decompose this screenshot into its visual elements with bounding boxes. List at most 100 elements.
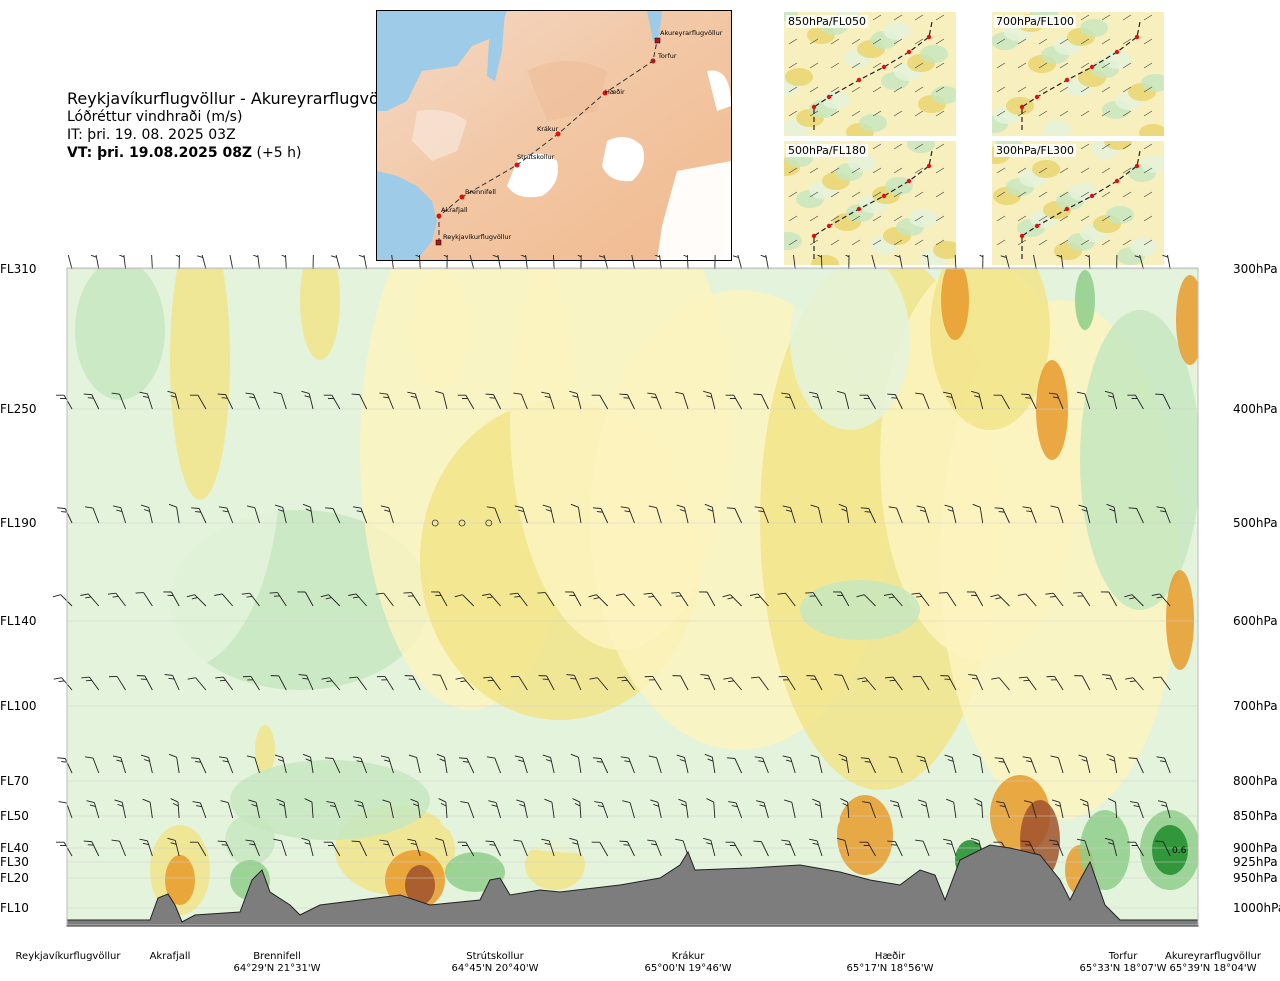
- wind-barb: [1021, 393, 1037, 410]
- mini-map-waypoint: [881, 64, 887, 70]
- wind-barb: [1078, 754, 1091, 774]
- wind-barb: [1032, 255, 1037, 270]
- mini-map-wind-barb: [1059, 239, 1069, 246]
- wind-barb: [167, 390, 180, 410]
- mini-map-wind-barb: [809, 62, 819, 69]
- wind-barb: [301, 390, 314, 410]
- mini-map-waypoint: [1019, 233, 1025, 239]
- mini-map-waypoint: [1064, 206, 1070, 212]
- mini-map-field-region: [885, 177, 913, 195]
- mini-map-wind-barb: [893, 143, 903, 150]
- pressure-level-label: 925hPa: [1233, 855, 1278, 869]
- mini-map-wind-barb: [1101, 191, 1111, 198]
- wind-barb: [570, 503, 582, 524]
- wind-barb: [325, 757, 341, 774]
- wind-barb: [592, 507, 609, 524]
- mini-map-wind-barb: [935, 143, 945, 150]
- wind-barb: [192, 801, 207, 819]
- mini-map-wind-barb: [1143, 191, 1153, 198]
- wind-barb: [407, 838, 421, 857]
- mini-map-wind-barb: [851, 239, 861, 246]
- wind-barb: [142, 798, 153, 819]
- wind-barb: [1127, 394, 1144, 410]
- mini-map-wind-barb: [1059, 38, 1069, 45]
- wind-barb: [592, 757, 609, 774]
- mini-map-wind-barb: [935, 14, 945, 21]
- mini-map-field-region: [859, 114, 887, 132]
- mini-map-waypoint: [811, 104, 817, 110]
- wind-barb: [297, 591, 314, 607]
- mini-map-wind-barb: [914, 239, 924, 246]
- wind-barb: [784, 799, 796, 819]
- wind-barb: [457, 841, 475, 857]
- mini-map-wind-barb: [830, 191, 840, 198]
- wind-barb: [252, 255, 260, 270]
- wind-barb: [750, 676, 769, 691]
- mini-map-waypoint: [1034, 94, 1040, 100]
- wind-barb: [435, 837, 448, 857]
- mini-map-wind-barb: [1038, 38, 1048, 45]
- mini-map-wind-barb: [893, 167, 903, 174]
- wind-barb: [676, 504, 689, 524]
- wind-barb: [922, 255, 930, 270]
- mini-map-field-region: [1106, 206, 1134, 224]
- wind-barb: [325, 507, 341, 524]
- wind-barb: [1124, 594, 1144, 607]
- mini-map-wind-barb: [996, 239, 1006, 246]
- mini-map-wind-barb: [1143, 38, 1153, 45]
- mini-map-300hpa: 300hPa/FL300: [992, 141, 1164, 265]
- wind-barb: [1076, 391, 1091, 410]
- mini-map-wind-barb: [893, 215, 903, 222]
- wind-barb: [351, 840, 368, 857]
- wind-barb: [304, 798, 314, 819]
- mini-map-wind-barb: [788, 167, 798, 174]
- valid-time: VT: þri. 19.08.2025 08Z (+5 h): [67, 144, 404, 162]
- wind-barb: [990, 594, 1010, 607]
- wind-barb: [85, 756, 100, 774]
- wind-barb: [298, 674, 314, 691]
- wind-barb: [1102, 674, 1118, 691]
- mini-map-waypoint: [856, 77, 862, 83]
- wind-barb: [174, 255, 180, 270]
- wind-contour-region: [790, 268, 910, 430]
- map-label-akureyri: Akureyrarflugvöllur: [660, 29, 723, 37]
- location-label: Brennifell 64°29'N 21°31'W: [234, 951, 321, 975]
- mini-map-wind-barb: [830, 215, 840, 222]
- mini-map-wind-barb: [788, 110, 798, 117]
- mini-map-wind-barb: [851, 62, 861, 69]
- mini-map-wind-barb: [893, 86, 903, 93]
- mini-map-wind-barb: [1143, 239, 1153, 246]
- mini-map-route: [1021, 150, 1141, 259]
- wind-barb: [993, 394, 1010, 410]
- wind-barb: [756, 800, 769, 819]
- flight-level-label: FL10: [0, 901, 29, 915]
- wind-barb: [1000, 255, 1010, 270]
- wind-barb: [380, 505, 394, 524]
- wind-barb: [379, 392, 394, 410]
- wind-barb: [270, 675, 287, 691]
- wind-contour-region: [800, 580, 920, 640]
- flight-level-label: FL140: [0, 614, 37, 628]
- wind-barb: [139, 838, 153, 857]
- wind-barb: [326, 801, 341, 819]
- wind-barb-calm: [431, 519, 439, 527]
- pressure-level-label: 800hPa: [1233, 774, 1278, 788]
- wind-barb: [1022, 756, 1037, 774]
- wind-barb: [569, 390, 582, 410]
- mini-map-route: [813, 150, 933, 259]
- wind-barb-calm: [485, 519, 493, 527]
- mini-map-waypoint: [1114, 49, 1120, 55]
- wind-barb: [1049, 839, 1064, 857]
- mini-map-wind-barb: [1122, 167, 1132, 174]
- mini-map-route: [1021, 21, 1141, 130]
- wind-barb: [944, 754, 957, 774]
- wind-barb: [1106, 753, 1118, 774]
- mini-map-wind-barb: [1038, 86, 1048, 93]
- wind-contour-region: [1036, 360, 1068, 460]
- wind-barb: [809, 838, 823, 857]
- wind-barb: [1079, 798, 1091, 819]
- mini-map-graphic: [992, 12, 1164, 136]
- wind-barb: [168, 753, 180, 774]
- mini-map-waypoint: [906, 49, 912, 55]
- wind-barb: [894, 255, 903, 270]
